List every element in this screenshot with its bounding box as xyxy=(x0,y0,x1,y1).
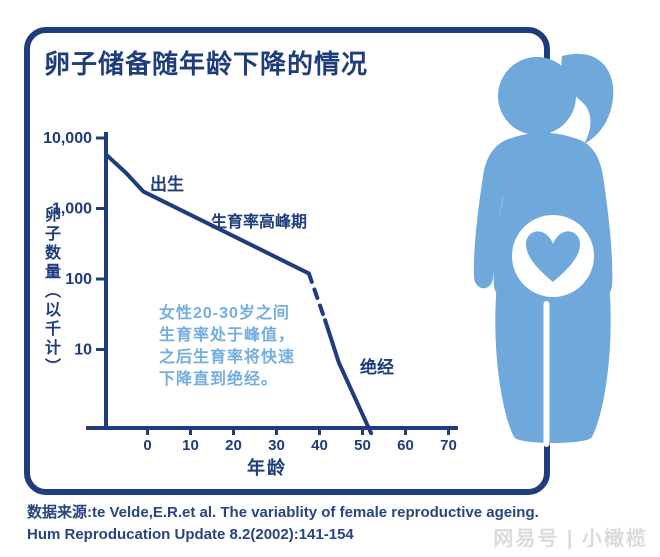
source-line-1: 数据来源:te Velde,E.R.et al. The variablity … xyxy=(27,504,539,521)
ponytail-shape xyxy=(561,53,614,144)
note-line-4: 下降直到绝经。 xyxy=(159,371,279,388)
x-tick-label: 70 xyxy=(440,437,457,454)
y-axis-label: 卵子数量（以千计） xyxy=(42,206,59,377)
heart-icon xyxy=(526,231,580,282)
x-axis-label: 年龄 xyxy=(247,458,287,478)
x-tick-label: 60 xyxy=(397,437,414,454)
note-line-3: 之后生育率将快速 xyxy=(159,349,296,366)
leg-divider xyxy=(543,301,550,447)
y-tick-label: 1,000 xyxy=(52,201,92,218)
x-tick-label: 50 xyxy=(354,437,371,454)
data-source: 数据来源:te Velde,E.R.et al. The variablity … xyxy=(27,502,539,546)
x-tick-label: 40 xyxy=(311,437,328,454)
source-line-2: Hum Reproducation Update 8.2(2002):141-1… xyxy=(27,526,354,543)
head-shape xyxy=(498,57,576,135)
annotation-birth: 出生 xyxy=(150,175,184,194)
x-tick-label: 0 xyxy=(143,437,151,454)
note-line-1: 女性20-30岁之间 xyxy=(159,305,290,322)
egg-count-curve-dashed xyxy=(306,271,328,323)
watermark: 网易号 | 小橄榄 xyxy=(493,528,648,550)
page-title: 卵子储备随年龄下降的情况 xyxy=(44,49,369,79)
x-tick-label: 20 xyxy=(225,437,242,454)
note-line-2: 生育率处于峰值， xyxy=(159,327,296,344)
y-tick-label: 10,000 xyxy=(43,130,92,147)
legs-shape xyxy=(495,282,611,443)
fertility-note: 女性20-30岁之间 生育率处于峰值， 之后生育率将快速 下降直到绝经。 xyxy=(159,303,295,391)
egg-count-curve-solid xyxy=(104,152,311,276)
y-tick-label: 10 xyxy=(74,342,92,359)
x-tick-label: 30 xyxy=(268,437,285,454)
pregnant-woman-figure xyxy=(473,53,614,447)
annotation-menopause: 绝经 xyxy=(360,358,394,377)
egg-count-curve-solid xyxy=(323,318,374,436)
x-tick-label: 10 xyxy=(182,437,199,454)
annotation-fertility-peak: 生育率高峰期 xyxy=(211,214,308,231)
y-tick-label: 100 xyxy=(65,271,92,288)
